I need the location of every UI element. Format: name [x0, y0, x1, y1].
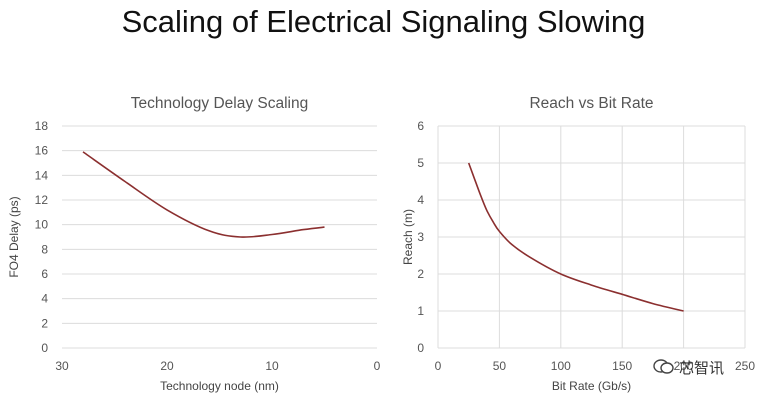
y-tick-label: 6	[41, 267, 48, 281]
y-tick-label: 6	[417, 119, 424, 133]
series-line	[82, 151, 325, 238]
page-title: Scaling of Electrical Signaling Slowing	[121, 4, 646, 39]
wechat-icon	[653, 359, 674, 374]
reach-vs-bitrate-chart: Reach vs Bit Rate 0 1 2 3 4 5 6 0 50 100 150 200 250 B…	[390, 88, 767, 400]
technology-delay-chart: Technology Delay Scaling 0 2 4 6 8 10 12 14 16 18 3…	[0, 88, 390, 400]
y-tick-label: 14	[35, 168, 49, 182]
y-axis-label: FO4 Delay (ps)	[7, 196, 21, 277]
y-tick-label: 3	[417, 230, 424, 244]
wechat-watermark: 芯智讯	[653, 355, 765, 379]
x-tick-label: 150	[612, 359, 632, 373]
watermark-text: 芯智讯	[679, 359, 725, 377]
x-tick-label: 100	[551, 359, 571, 373]
y-tick-label: 18	[35, 119, 49, 133]
technology-delay-svg: Technology Delay Scaling 0 2 4 6 8 10 12 14 16 18 3…	[7, 95, 381, 393]
y-tick-label: 10	[35, 218, 49, 232]
reach-vs-bitrate-svg: Reach vs Bit Rate 0 1 2 3 4 5 6 0 50 100 150 200 250 B…	[401, 95, 755, 393]
x-tick-label: 30	[55, 359, 69, 373]
x-tick-label: 20	[160, 359, 174, 373]
x-tick-label: 200	[674, 359, 694, 373]
y-tick-label: 1	[417, 304, 424, 318]
y-tick-label: 12	[35, 193, 49, 207]
x-tick-label: 0	[435, 359, 442, 373]
y-tick-label: 2	[417, 267, 424, 281]
y-tick-label: 0	[41, 341, 48, 355]
y-tick-label: 8	[41, 242, 48, 256]
x-axis-label: Technology node (nm)	[160, 379, 279, 393]
y-tick-label: 4	[417, 193, 424, 207]
chart-title: Reach vs Bit Rate	[529, 95, 653, 112]
series-line	[467, 162, 684, 312]
x-tick-label: 10	[265, 359, 279, 373]
y-tick-label: 0	[417, 341, 424, 355]
x-tick-label: 50	[493, 359, 507, 373]
chart-title: Technology Delay Scaling	[131, 95, 309, 112]
y-tick-label: 16	[35, 144, 49, 158]
x-axis-label: Bit Rate (Gb/s)	[552, 379, 631, 393]
y-tick-label: 4	[41, 292, 48, 306]
x-tick-label: 250	[735, 359, 755, 373]
x-tick-label: 0	[374, 359, 381, 373]
y-tick-label: 5	[417, 156, 424, 170]
y-axis-label: Reach (m)	[401, 209, 415, 265]
y-tick-label: 2	[41, 316, 48, 330]
